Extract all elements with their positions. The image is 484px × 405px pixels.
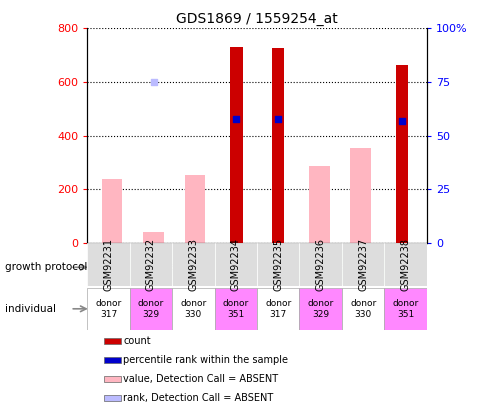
- Text: donor
329: donor 329: [137, 299, 164, 318]
- Text: individual: individual: [5, 304, 56, 314]
- Bar: [104, 394, 121, 401]
- Text: passage 1: passage 1: [143, 262, 200, 272]
- Bar: [184, 175, 205, 243]
- Bar: [87, 249, 257, 286]
- Bar: [104, 338, 121, 344]
- Bar: [299, 243, 341, 286]
- Bar: [257, 243, 299, 286]
- Bar: [383, 243, 426, 286]
- Bar: [349, 148, 370, 243]
- Text: GSM92236: GSM92236: [315, 238, 325, 291]
- Bar: [129, 288, 172, 330]
- Text: donor
329: donor 329: [307, 299, 333, 318]
- Text: GSM92232: GSM92232: [146, 238, 156, 291]
- Point: [150, 79, 157, 85]
- Bar: [271, 49, 283, 243]
- Text: percentile rank within the sample: percentile rank within the sample: [123, 355, 287, 365]
- Text: GSM92238: GSM92238: [400, 238, 410, 291]
- Bar: [395, 64, 408, 243]
- Bar: [172, 243, 214, 286]
- Title: GDS1869 / 1559254_at: GDS1869 / 1559254_at: [176, 12, 337, 26]
- Text: donor
351: donor 351: [392, 299, 418, 318]
- Bar: [129, 243, 172, 286]
- Bar: [341, 288, 383, 330]
- Point: [273, 115, 281, 122]
- Point: [232, 115, 240, 122]
- Bar: [143, 232, 164, 243]
- Bar: [104, 357, 121, 363]
- Text: GSM92234: GSM92234: [230, 238, 241, 291]
- Bar: [257, 288, 299, 330]
- Point: [397, 117, 405, 124]
- Text: passage 3: passage 3: [313, 262, 370, 272]
- Bar: [257, 249, 426, 286]
- Text: GSM92233: GSM92233: [188, 238, 198, 291]
- Text: GSM92231: GSM92231: [103, 238, 113, 291]
- Bar: [341, 243, 383, 286]
- Text: GSM92235: GSM92235: [272, 238, 283, 291]
- Text: donor
351: donor 351: [222, 299, 248, 318]
- Bar: [299, 288, 341, 330]
- Text: donor
330: donor 330: [349, 299, 376, 318]
- Text: donor
317: donor 317: [95, 299, 121, 318]
- Bar: [308, 166, 329, 243]
- Text: rank, Detection Call = ABSENT: rank, Detection Call = ABSENT: [123, 392, 273, 403]
- Bar: [230, 47, 242, 243]
- Bar: [104, 376, 121, 382]
- Bar: [383, 288, 426, 330]
- Bar: [172, 288, 214, 330]
- Bar: [87, 243, 129, 286]
- Text: donor
330: donor 330: [180, 299, 206, 318]
- Text: donor
317: donor 317: [265, 299, 291, 318]
- Bar: [102, 179, 122, 243]
- Bar: [87, 288, 129, 330]
- Text: value, Detection Call = ABSENT: value, Detection Call = ABSENT: [123, 374, 278, 384]
- Text: GSM92237: GSM92237: [357, 238, 367, 291]
- Bar: [214, 288, 257, 330]
- Text: count: count: [123, 336, 151, 346]
- Text: growth protocol: growth protocol: [5, 262, 87, 272]
- Bar: [214, 243, 257, 286]
